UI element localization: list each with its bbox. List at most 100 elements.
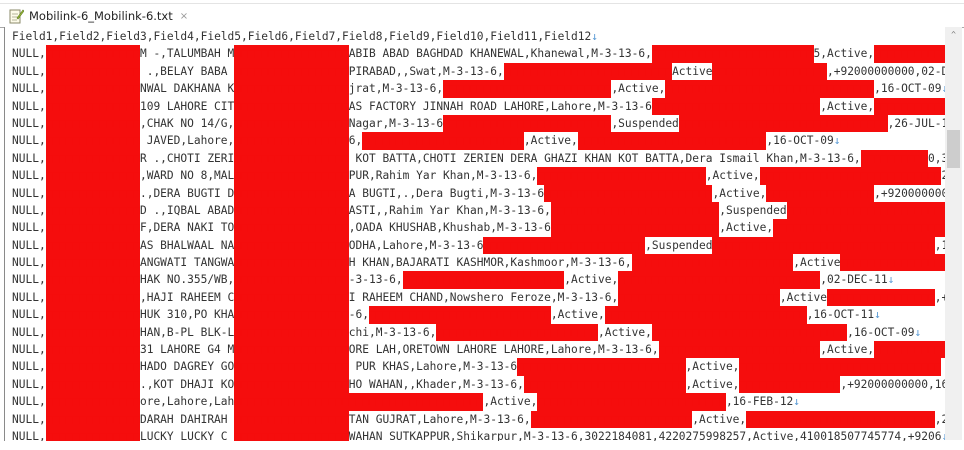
redaction-box: ■■■■■■■■■■■■■■ (45, 219, 140, 237)
line-text: ,16-OCT-11 (806, 308, 875, 322)
redaction-box: ■■■■■■■■■■■■■■■■■■■■■■■■■ (544, 184, 713, 202)
line-end-icon: ↓ (591, 30, 598, 43)
data-line[interactable]: NULL,■■■■■■■■■■■■■■M -,TALUMBAH M■■■■■■■… (12, 45, 945, 63)
redaction-box: ■■■■■■■■■■■■■■■■■ (234, 62, 349, 81)
line-end-icon: ↓ (874, 308, 881, 322)
redaction-box: ■■■■■■■■■■■■■■■ (874, 97, 945, 115)
data-line[interactable]: NULL,■■■■■■■■■■■■■■ .,BELAY BABA ■■■■■■■… (12, 62, 945, 81)
redaction-box: ■■■■■■■■■■■■■■■■■■■■■■■■■ (517, 358, 686, 376)
line-text: NULL, (12, 412, 46, 426)
line-text: LUCKY LUCKY C (139, 429, 235, 443)
line-text: HADO DAGREY GO (139, 360, 235, 374)
line-text: ,Active (793, 256, 841, 270)
data-line[interactable]: NULL,■■■■■■■■■■■■■■R .,CHOTI ZERI■■■■■■■… (12, 149, 945, 168)
redaction-box: ■■■■■■■■■■■■■■■■■■■■■■■■■ (503, 62, 673, 81)
data-line[interactable]: NULL,■■■■■■■■■■■■■■.,DERA BUGTI D■■■■■■■… (12, 184, 945, 202)
data-line[interactable]: NULL,■■■■■■■■■■■■■■D .,IQBAL ABAD■■■■■■■… (12, 201, 945, 220)
line-text: ASTI,,Rahim Yar Khan,M-3-13-6, (348, 203, 551, 217)
redaction-box: ■■■■■■■■■■■■■■■■■ (234, 114, 349, 133)
redaction-box: ■■■■■■■■■■■■■■■■■■■■■■■■■■■ (773, 219, 945, 237)
redaction-box: ■■■■■■■■■■■■■■■■■■■■■■■■ (402, 271, 565, 289)
header-line[interactable]: Field1,Field2,Field3,Field4,Field5,Field… (12, 28, 945, 45)
data-line[interactable]: NULL,■■■■■■■■■■■■■■109 LAHORE CIT■■■■■■■… (12, 97, 945, 115)
data-line[interactable]: NULL,■■■■■■■■■■■■■■LUCKY LUCKY C ■■■■■■■… (12, 427, 945, 446)
data-line[interactable]: NULL,■■■■■■■■■■■■■■,CHAK NO 14/G,■■■■■■■… (12, 114, 945, 133)
vertical-scrollbar[interactable]: ^ (945, 27, 962, 440)
tab-bar-divider (0, 3, 964, 4)
tab-file[interactable]: Mobilink-6_Mobilink-6.txt × (4, 5, 197, 27)
line-text: H KHAN,BAJARATI KASHMOR,Kashmoor,M-3-13-… (348, 256, 632, 270)
data-line[interactable]: NULL,■■■■■■■■■■■■■■ JAVED,Lahore,■■■■■■■… (12, 132, 945, 150)
data-line[interactable]: NULL,■■■■■■■■■■■■■■AS BHALWAAL NA■■■■■■■… (12, 236, 945, 255)
redaction-box: ■■■■■■■■■■■■■■■■■ (234, 45, 349, 63)
line-text: ,16-OCT-09 (766, 134, 834, 148)
redaction-box: ■■■■■■■■■■■■■■ (45, 375, 140, 394)
tab-close-button[interactable]: × (179, 10, 189, 22)
line-text: jrat,M-3-13-6, (348, 82, 444, 96)
line-text: NULL, (12, 186, 46, 200)
line-text: I RAHEEM CHAND,Nowshero Feroze,M-3-13-6, (348, 290, 619, 304)
line-text: ,Active, (820, 343, 875, 357)
line-text: NULL, (12, 343, 46, 357)
data-line[interactable]: NULL,■■■■■■■■■■■■■■DARAH DAHIRAH ■■■■■■■… (12, 410, 945, 428)
redaction-box: ■■■■■■■■■■■■■■■■■■■■■■■■ (618, 288, 780, 307)
data-line[interactable]: NULL,■■■■■■■■■■■■■■F,DERA NAKI TO■■■■■■■… (12, 219, 945, 237)
line-text: NULL, (12, 377, 46, 391)
text-editor[interactable]: Field1,Field2,Field3,Field4,Field5,Field… (4, 27, 945, 450)
redaction-box: ■■■■■■■■■■■■■■■■■■■■■■■■■■■■■■■■■ (712, 236, 935, 255)
redaction-box: ■■■■■■■■■■■■■■■■■■■■■■■■■■■■■■■ (665, 80, 875, 98)
line-text: chi,M-3-13-6, (348, 325, 437, 339)
line-text: ,Active, (597, 325, 652, 339)
data-line[interactable]: NULL,■■■■■■■■■■■■■■NWAL DAKHANA K■■■■■■■… (12, 80, 945, 98)
editor-text[interactable]: Field1,Field2,Field3,Field4,Field5,Field… (12, 28, 945, 446)
redaction-box: ■■■■■■■■■■■■■■ (45, 271, 140, 289)
line-text: NULL, (12, 238, 46, 252)
redaction-box: ■■■■■■■■■■■■■■■■■■■■■■■■■■■■■ (651, 323, 848, 342)
line-text: ,Active, (685, 377, 740, 391)
line-text: 31 LAHORE G4 M (139, 343, 235, 357)
editor-bottom-edge (0, 441, 964, 450)
line-text: ,2 (934, 412, 945, 426)
line-text: -3-13-6, (348, 273, 403, 287)
redaction-box: ■■■■■■■■■■■■■■■■■■■■■■■■ (523, 375, 686, 394)
data-line[interactable]: NULL,■■■■■■■■■■■■■■HADO DAGREY GO■■■■■■■… (12, 358, 945, 376)
line-text: NULL, (12, 169, 46, 183)
line-text: .,DERA BUGTI D (139, 186, 235, 200)
text-file-edit-icon (8, 8, 25, 24)
line-text: ,+ (934, 290, 945, 304)
data-line[interactable]: NULL,■■■■■■■■■■■■■■,WARD NO 8,MAL■■■■■■■… (12, 167, 945, 185)
redaction-box: ■■■■■■■■■■■■■■■■■■■■■■■■ (362, 132, 524, 150)
redaction-box: ■■■■■■■■■■■■■■■■■ (234, 97, 349, 115)
line-text: ANGWATI TANGWA (139, 256, 235, 270)
data-line[interactable]: NULL,■■■■■■■■■■■■■■31 LAHORE G4 M ■■■■■■■… (12, 341, 945, 359)
line-text: 5,Active, (813, 47, 875, 61)
redaction-box: ■■■■■■■■■■■■■■■■■■■■■■■■■ (550, 219, 720, 237)
redaction-box: ■■■■■■■■■■■■■■ (45, 167, 140, 185)
scroll-up-arrow-icon[interactable]: ^ (951, 30, 956, 39)
redaction-box: ■■■■■■■■■■■■■■■■■■■■■■■■ (658, 341, 821, 359)
redaction-box: ■■■■■■■■■■■■■■■■■■■■■■■■ (530, 410, 693, 428)
line-text: .,KOT DHAJI KO (139, 377, 235, 391)
data-line[interactable]: NULL,■■■■■■■■■■■■■■HAK NO.355/WB,■■■■■■■… (12, 271, 945, 289)
line-text: NULL, (12, 203, 46, 217)
redaction-box: ■■■■■■■■■■■■■■■■■ (234, 236, 349, 255)
line-text: ,Active, (564, 273, 619, 287)
line-text: ,16-OCT-09 (874, 82, 942, 96)
line-text: NULL, (12, 47, 46, 61)
data-line[interactable]: NULL,■■■■■■■■■■■■■■ore,Lahore,Lah■■■■■■■… (12, 393, 945, 411)
line-text: D .,IQBAL ABAD (139, 203, 235, 217)
redaction-box: ■■■■■■■■■■■■■■ (45, 97, 140, 115)
line-text: ,Active, (685, 360, 740, 374)
data-line[interactable]: NULL,■■■■■■■■■■■■■■.,KOT DHAJI KO ■■■■■■■… (12, 375, 945, 394)
scrollbar-thumb[interactable] (947, 130, 960, 168)
line-text: Field1,Field2,Field3,Field4,Field5,Field… (12, 30, 592, 43)
redaction-box: ■■■■■■■■■■■■■■■■■■■■■■■■ (483, 236, 646, 255)
line-text: ,WARD NO 8,MAL (139, 169, 235, 183)
data-line[interactable]: NULL,■■■■■■■■■■■■■■HUK 310,PO KHA■■■■■■■… (12, 306, 945, 324)
data-line[interactable]: NULL,■■■■■■■■■■■■■■HAN,B-PL BLK-L■■■■■■■… (12, 323, 945, 342)
line-text: NULL, (12, 256, 46, 270)
redaction-box: ■■■■■■■■■■■■■■ (45, 341, 140, 359)
data-line[interactable]: NULL,■■■■■■■■■■■■■■ANGWATI TANGWA■■■■■■■… (12, 254, 945, 272)
redaction-box: ■■■■■■■■■■■■■■ (45, 236, 140, 255)
data-line[interactable]: NULL,■■■■■■■■■■■■■■,HAJI RAHEEM C■■■■■■■… (12, 288, 945, 307)
